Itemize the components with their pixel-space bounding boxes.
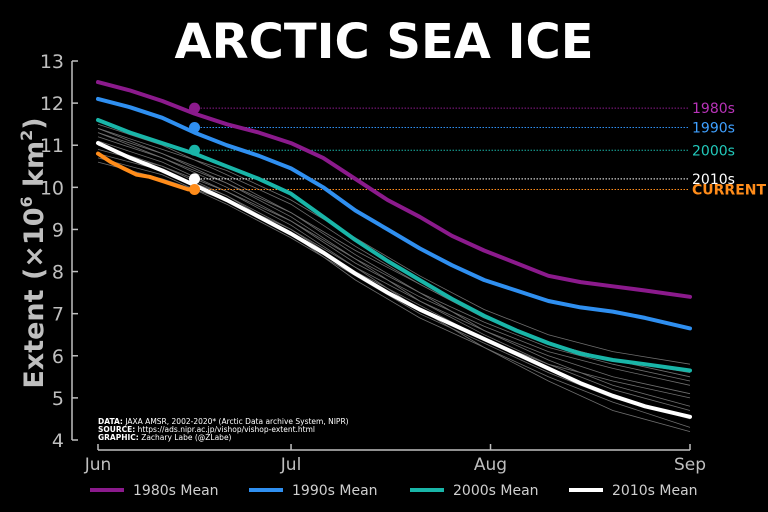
axes: 4 5 6 7 8 9 10 11 12 13 Jun Jul Aug Sep xyxy=(40,51,706,475)
year-line-7 xyxy=(97,136,691,399)
credit-text-1: https://ads.nipr.ac.jp/vishop/vishop-ext… xyxy=(135,425,315,434)
series-marker-1 xyxy=(189,122,201,134)
series-markers xyxy=(189,102,201,195)
legend-label-0: 1980s Mean xyxy=(133,483,219,499)
credit-key-2: GRAPHIC: xyxy=(98,433,139,442)
y-tick-label-10: 10 xyxy=(40,177,64,199)
year-line-12 xyxy=(97,132,691,382)
y-axis-label-main: Extent (×10 xyxy=(19,207,50,388)
chart-title: ARCTIC SEA ICE xyxy=(175,14,594,70)
y-axis-label-unit: km xyxy=(19,141,50,197)
year-line-6 xyxy=(97,157,691,420)
series-marker-0 xyxy=(189,102,201,114)
credit-text-0: JAXA AMSR, 2002-2020* (Arctic Data archi… xyxy=(123,417,349,426)
guide-label-3: 2010s xyxy=(692,172,735,188)
x-tick-label-sep: Sep xyxy=(674,455,706,475)
credit-line-2: GRAPHIC: Zachary Labe (@ZLabe) xyxy=(98,433,232,442)
legend-label-3: 2010s Mean xyxy=(612,483,698,499)
y-tick-label-9: 9 xyxy=(52,219,64,241)
guide-label-2: 2000s xyxy=(692,143,735,159)
series-marker-4 xyxy=(189,183,201,195)
guide-label-4: CURRENT xyxy=(692,182,766,198)
credit-key-1: SOURCE: xyxy=(98,425,135,434)
credit-text-2: Zachary Labe (@ZLabe) xyxy=(139,433,232,442)
y-tick-label-8: 8 xyxy=(52,262,64,284)
series-line-3 xyxy=(96,141,692,419)
year-line-5 xyxy=(97,128,691,365)
series-marker-2 xyxy=(189,144,201,156)
x-tick-label-jun: Jun xyxy=(84,455,112,475)
y-axis-label-unit-exponent: 2 xyxy=(17,130,36,141)
y-tick-label-4: 4 xyxy=(52,430,64,452)
year-line-10 xyxy=(97,128,691,373)
series-line-4 xyxy=(96,151,197,192)
credit-line-0: DATA: JAXA AMSR, 2002-2020* (Arctic Data… xyxy=(98,417,349,426)
credit-line-1: SOURCE: https://ads.nipr.ac.jp/vishop/vi… xyxy=(98,425,315,434)
legend-label-1: 1990s Mean xyxy=(292,483,378,499)
y-axis-label-exponent: 6 xyxy=(17,196,36,207)
y-tick-label-6: 6 xyxy=(52,346,64,368)
y-axis-label-close: ) xyxy=(19,117,50,129)
y-tick-label-11: 11 xyxy=(40,135,64,157)
y-tick-label-12: 12 xyxy=(40,93,64,115)
y-tick-label-13: 13 xyxy=(40,51,64,73)
individual-years-lines xyxy=(97,123,691,432)
series-marker-3 xyxy=(189,173,201,185)
data-credits: DATA: JAXA AMSR, 2002-2020* (Arctic Data… xyxy=(98,417,349,442)
y-axis-label: Extent (×106 km2) xyxy=(17,117,50,388)
credit-key-0: DATA: xyxy=(98,417,123,426)
guide-label-0: 1980s xyxy=(692,101,735,117)
x-tick-label-aug: Aug xyxy=(474,455,507,475)
x-tick-label-jul: Jul xyxy=(280,455,302,475)
chart-legend: 1980s Mean 1990s Mean 2000s Mean 2010s Mean xyxy=(90,483,698,499)
y-tick-label-7: 7 xyxy=(52,304,64,326)
guide-label-1: 1990s xyxy=(692,121,735,137)
legend-label-2: 2000s Mean xyxy=(453,483,539,499)
mean-series-lines xyxy=(96,80,692,419)
y-tick-label-5: 5 xyxy=(52,388,64,410)
year-line-1 xyxy=(97,123,691,378)
year-line-4 xyxy=(97,149,691,428)
